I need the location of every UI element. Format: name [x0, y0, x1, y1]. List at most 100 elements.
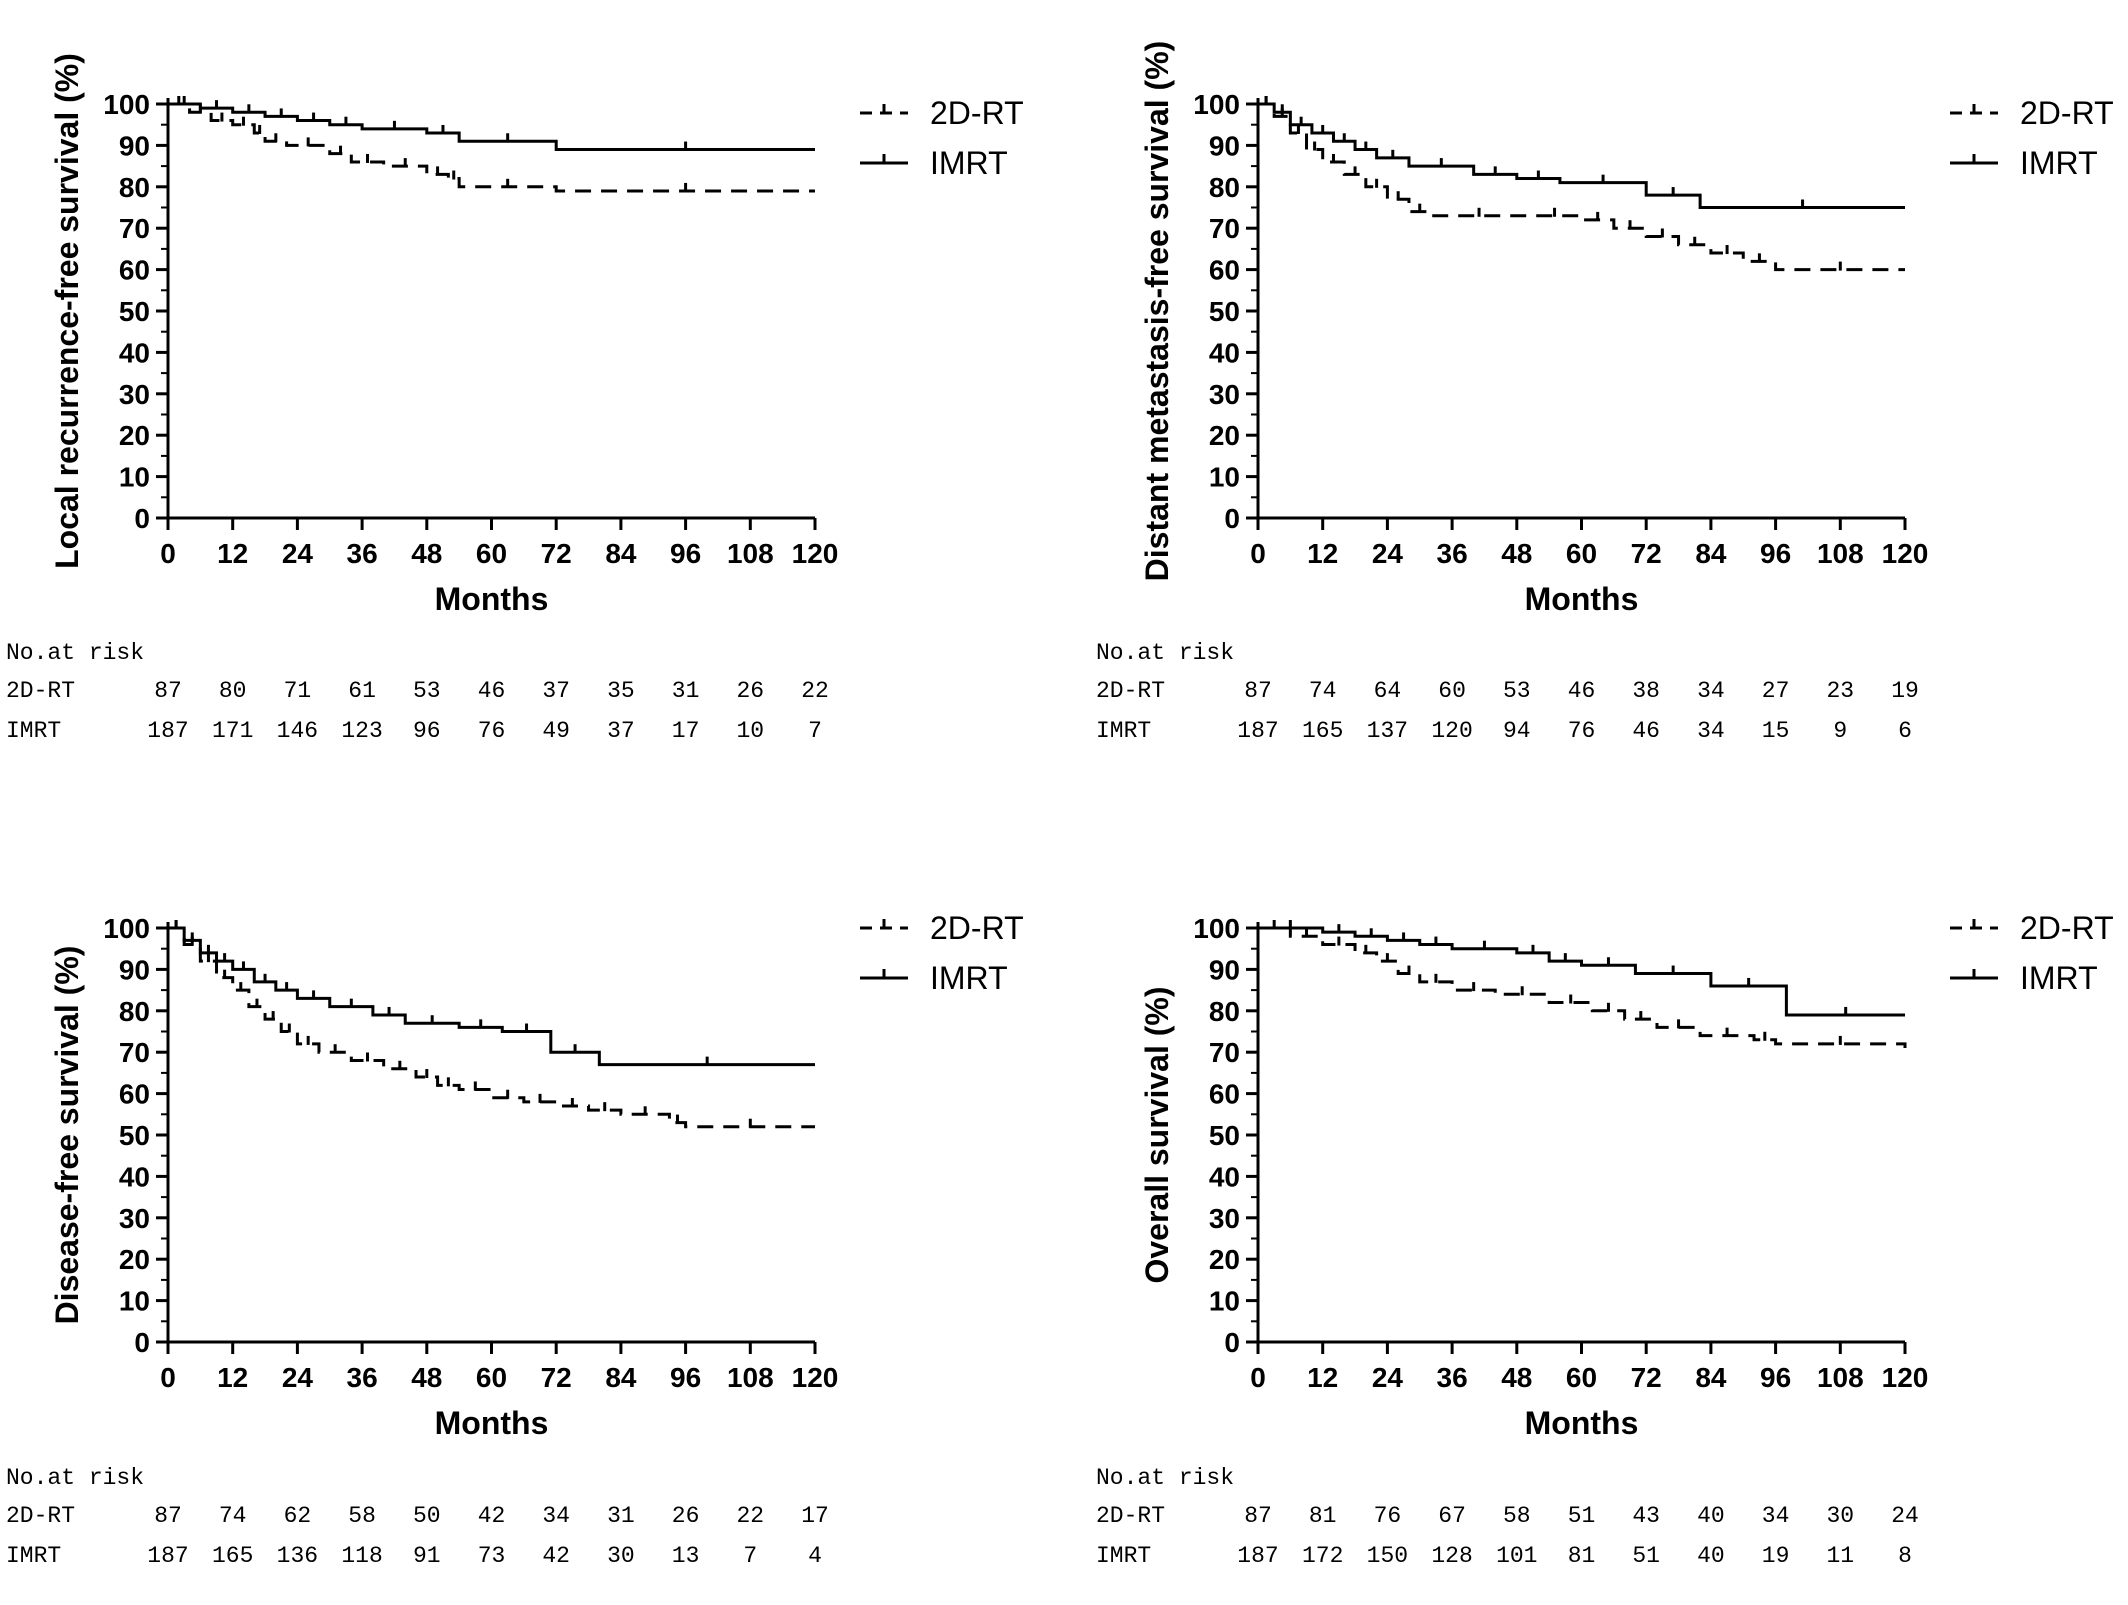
risk-count: 81 — [1567, 1543, 1596, 1569]
risk-count: 23 — [1826, 678, 1855, 704]
x-tick-label: 36 — [347, 1362, 378, 1393]
y-tick-label: 70 — [1209, 1037, 1240, 1068]
risk-count: 15 — [1761, 718, 1790, 744]
x-axis-label: Months — [435, 581, 549, 617]
x-tick-label: 0 — [1250, 1362, 1266, 1393]
x-tick-label: 12 — [1307, 538, 1338, 569]
legend-label: IMRT — [930, 960, 1008, 996]
risk-count: 30 — [1826, 1503, 1855, 1529]
risk-count: 101 — [1496, 1543, 1538, 1569]
x-tick-label: 60 — [476, 1362, 507, 1393]
risk-count: 46 — [1632, 718, 1660, 744]
survival-curve-imrt — [168, 102, 815, 152]
risk-count: 171 — [211, 718, 254, 744]
risk-count: 46 — [477, 678, 506, 704]
risk-count: 26 — [736, 678, 765, 704]
y-tick-label: 30 — [1209, 379, 1240, 410]
risk-count: 40 — [1697, 1503, 1725, 1529]
x-tick-label: 108 — [1817, 1362, 1864, 1393]
x-tick-label: 72 — [541, 538, 572, 569]
risk-row-label: IMRT — [1096, 718, 1152, 744]
legend-label: 2D-RT — [930, 910, 1024, 946]
risk-count: 17 — [671, 718, 700, 744]
risk-count: 120 — [1431, 718, 1473, 744]
y-tick-label: 10 — [1209, 462, 1240, 493]
risk-count: 172 — [1301, 1543, 1344, 1569]
risk-count: 24 — [1891, 1503, 1919, 1529]
y-tick-label: 70 — [119, 1037, 150, 1068]
risk-count: 165 — [211, 1543, 254, 1569]
y-tick-label: 50 — [119, 296, 150, 327]
y-tick-label: 10 — [119, 462, 150, 493]
km-plot: 0 10 20 30 40 50 60 70 80 90 100 0 12 24 36 48 60 72 84 96 1… — [49, 53, 1024, 617]
risk-count: 87 — [1244, 678, 1272, 704]
x-tick-label: 96 — [670, 1362, 701, 1393]
y-tick-label: 60 — [119, 255, 150, 286]
risk-count: 91 — [412, 1543, 441, 1569]
y-tick-label: 30 — [119, 379, 150, 410]
y-tick-label: 20 — [119, 420, 150, 451]
risk-count: 128 — [1431, 1543, 1473, 1569]
risk-count: 11 — [1826, 1543, 1855, 1569]
risk-count: 76 — [1567, 718, 1596, 744]
risk-count: 37 — [542, 678, 570, 704]
risk-count: 35 — [607, 678, 635, 704]
y-tick-label: 30 — [119, 1203, 150, 1234]
risk-count: 187 — [147, 1543, 189, 1569]
risk-count: 22 — [801, 678, 829, 704]
x-tick-label: 36 — [347, 538, 378, 569]
legend-label: 2D-RT — [2020, 95, 2114, 131]
risk-count: 123 — [341, 718, 383, 744]
y-tick-label: 90 — [119, 130, 150, 161]
risk-count: 146 — [276, 718, 319, 744]
risk-count: 67 — [1438, 1503, 1466, 1529]
x-tick-label: 84 — [605, 538, 637, 569]
km-plot: 0 10 20 30 40 50 60 70 80 90 100 0 12 24 36 48 60 72 84 96 1… — [49, 910, 1024, 1441]
risk-count: 94 — [1502, 718, 1531, 744]
x-tick-label: 48 — [1501, 538, 1532, 569]
x-tick-label: 96 — [1760, 1362, 1791, 1393]
risk-table-title: No.at risk — [6, 1465, 145, 1491]
risk-count: 49 — [542, 718, 570, 744]
risk-count: 61 — [348, 678, 376, 704]
x-tick-label: 120 — [792, 1362, 839, 1393]
risk-count: 43 — [1632, 1503, 1660, 1529]
km-panel: 0 10 20 30 40 50 60 70 80 90 100 0 12 24 36 48 60 72 84 96 1… — [1090, 0, 2128, 790]
risk-table: No.at risk 2D-RT 87 74 64 60 53 46 38 34 27 23 19 IMR… — [1090, 640, 2128, 760]
y-tick-label: 90 — [1209, 954, 1240, 985]
risk-count: 87 — [154, 1503, 182, 1529]
risk-count: 27 — [1761, 678, 1790, 704]
y-tick-label: 0 — [134, 1327, 150, 1358]
risk-count: 136 — [276, 1543, 319, 1569]
risk-count: 7 — [743, 1543, 758, 1569]
risk-count: 42 — [542, 1543, 570, 1569]
risk-count: 81 — [1308, 1503, 1337, 1529]
x-tick-label: 24 — [282, 1362, 314, 1393]
y-tick-label: 80 — [1209, 172, 1240, 203]
risk-count: 62 — [283, 1503, 312, 1529]
risk-count: 26 — [671, 1503, 700, 1529]
x-tick-label: 60 — [1566, 538, 1597, 569]
x-tick-label: 48 — [1501, 1362, 1532, 1393]
risk-count: 34 — [1697, 718, 1725, 744]
risk-count: 96 — [412, 718, 441, 744]
x-tick-label: 0 — [1250, 538, 1266, 569]
risk-table: No.at risk 2D-RT 87 81 76 67 58 51 43 40 34 30 24 IMR… — [1090, 1465, 2128, 1585]
y-tick-label: 90 — [1209, 130, 1240, 161]
risk-count: 53 — [1502, 678, 1531, 704]
x-tick-label: 0 — [160, 1362, 176, 1393]
km-panel: 0 10 20 30 40 50 60 70 80 90 100 0 12 24 36 48 60 72 84 96 1… — [1090, 815, 2128, 1605]
x-tick-label: 48 — [411, 538, 442, 569]
x-tick-label: 0 — [160, 538, 176, 569]
x-tick-label: 72 — [541, 1362, 572, 1393]
risk-count: 19 — [1891, 678, 1919, 704]
risk-count: 50 — [412, 1503, 441, 1529]
y-tick-label: 70 — [1209, 213, 1240, 244]
y-tick-label: 100 — [1193, 913, 1240, 944]
risk-count: 34 — [542, 1503, 570, 1529]
x-tick-label: 84 — [1695, 1362, 1727, 1393]
risk-count: 30 — [607, 1543, 635, 1569]
y-tick-label: 40 — [119, 1161, 150, 1192]
legend-label: IMRT — [2020, 145, 2098, 181]
risk-count: 187 — [1237, 1543, 1279, 1569]
